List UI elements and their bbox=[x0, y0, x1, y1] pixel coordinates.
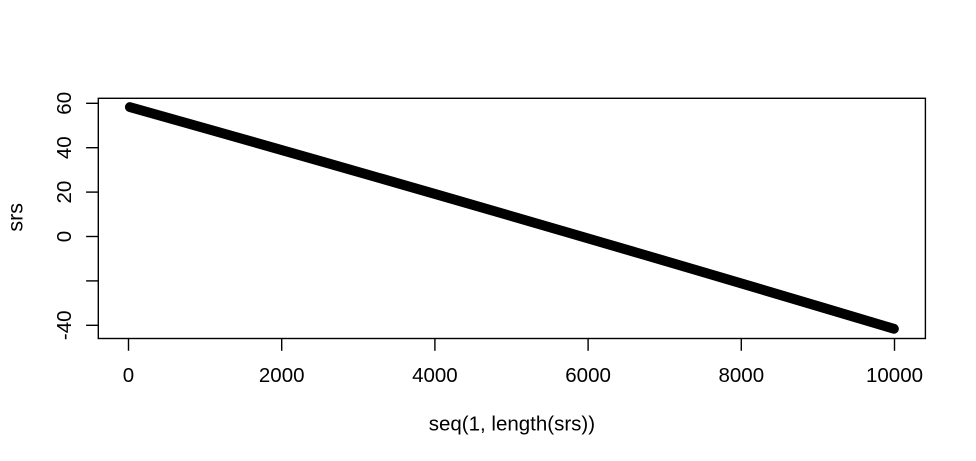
svg-text:2000: 2000 bbox=[259, 364, 305, 387]
svg-text:20: 20 bbox=[53, 181, 76, 204]
svg-text:40: 40 bbox=[53, 136, 76, 159]
svg-text:-40: -40 bbox=[53, 310, 76, 340]
svg-text:60: 60 bbox=[53, 92, 76, 115]
svg-text:0: 0 bbox=[53, 231, 76, 242]
svg-text:0: 0 bbox=[123, 364, 134, 387]
svg-text:srs: srs bbox=[3, 203, 27, 232]
svg-text:seq(1, length(srs)): seq(1, length(srs)) bbox=[429, 413, 595, 436]
svg-text:4000: 4000 bbox=[412, 364, 458, 387]
svg-text:8000: 8000 bbox=[718, 364, 764, 387]
svg-text:6000: 6000 bbox=[565, 364, 611, 387]
svg-text:10000: 10000 bbox=[866, 364, 923, 387]
